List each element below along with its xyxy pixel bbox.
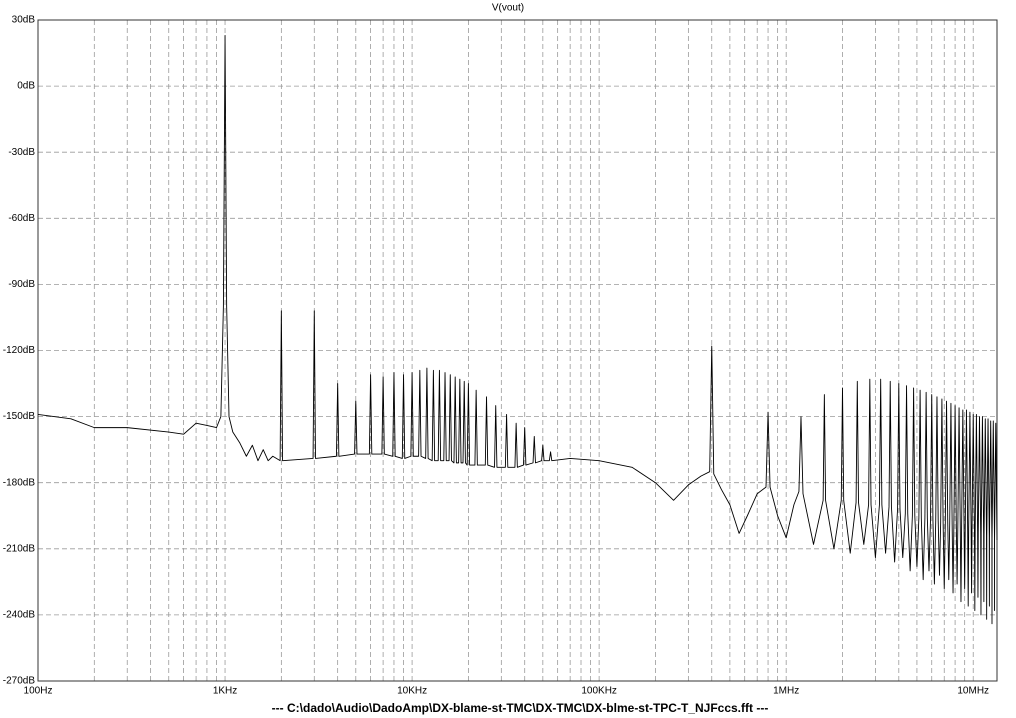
x-tick-label: 100KHz [581, 686, 617, 697]
y-tick-label: -90dB [8, 279, 35, 290]
plot-frame [37, 19, 998, 682]
y-tick-label: 30dB [12, 15, 36, 26]
y-tick-label: -150dB [3, 411, 36, 422]
trace [37, 34, 998, 625]
chart-title: V(vout) [492, 3, 524, 14]
file-caption: --- C:\dado\Audio\DadoAmp\DX-blame-st-TM… [272, 701, 769, 715]
y-tick-label: -270dB [3, 676, 36, 687]
y-tick-label: -210dB [3, 543, 36, 554]
x-tick-label: 10MHz [957, 686, 989, 697]
x-tick-label: 1KHz [213, 686, 237, 697]
x-tick-label: 10KHz [397, 686, 427, 697]
y-tick-label: -60dB [8, 213, 35, 224]
x-tick-label: 100Hz [24, 686, 53, 697]
y-tick-label: -30dB [8, 147, 35, 158]
y-tick-label: -120dB [3, 345, 36, 356]
y-tick-label: -180dB [3, 477, 36, 488]
y-tick-label: 0dB [17, 81, 35, 92]
x-tick-label: 1MHz [773, 686, 799, 697]
y-tick-label: -240dB [3, 610, 36, 621]
